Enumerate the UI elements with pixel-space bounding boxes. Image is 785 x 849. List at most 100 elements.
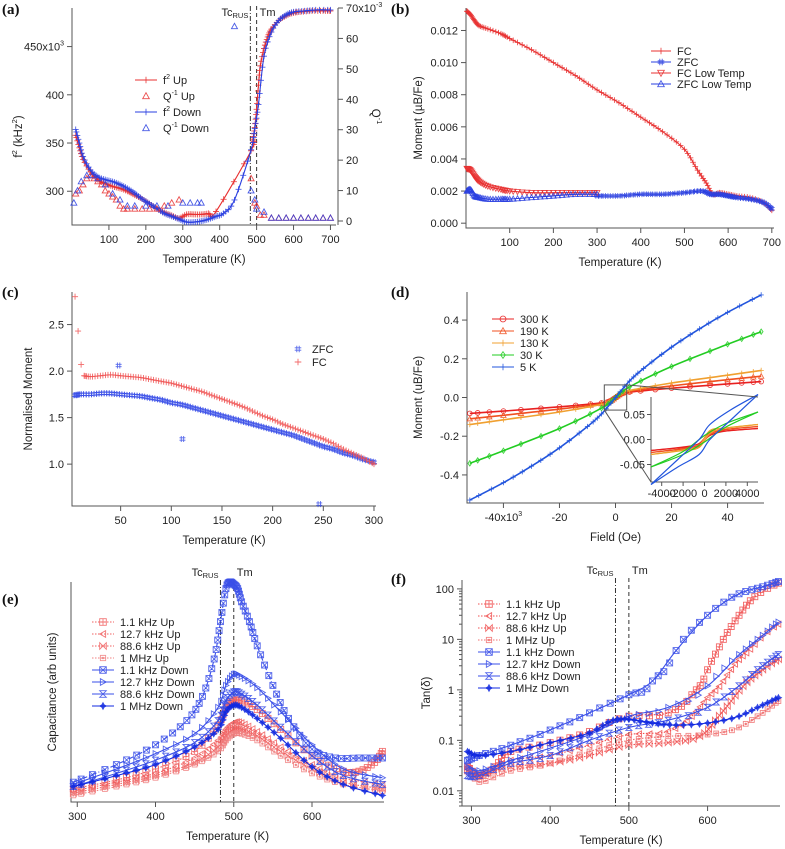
marker-square-shape (202, 684, 210, 692)
legend-marker (485, 636, 493, 644)
marker-square-shape (205, 675, 213, 682)
marker-plus-shape (518, 414, 524, 420)
marker-dot-shape (637, 737, 640, 741)
marker-bowtie-shape (249, 729, 257, 738)
x-tick-label: 300 (68, 811, 86, 823)
marker-hash-shape (685, 189, 692, 196)
legend-label-rest: Down (178, 123, 209, 135)
data-point (721, 664, 729, 672)
marker-hourglass-shape (674, 714, 683, 722)
marker-plus-shape (168, 380, 175, 387)
marker-hash-shape (163, 398, 170, 405)
marker-plus-shape (493, 28, 499, 35)
data-point (258, 718, 267, 727)
marker-hourglass-shape (516, 758, 525, 766)
data-point (655, 191, 662, 198)
marker-star-shape (77, 780, 86, 789)
marker-plus-shape (244, 405, 251, 412)
marker-triangle-shape (729, 657, 736, 665)
data-point (226, 414, 233, 421)
outlier-point (78, 361, 85, 368)
data-point (330, 440, 337, 447)
data-point (706, 320, 712, 326)
marker-hourglass-shape (624, 723, 633, 731)
data-point (330, 768, 340, 776)
marker-bowtie-shape (112, 780, 120, 789)
marker-plus-shape (240, 160, 247, 167)
marker-triangle-shape (245, 676, 253, 685)
data-point (627, 383, 632, 391)
legend-marker (294, 345, 302, 353)
marker-hash-shape (246, 420, 253, 427)
data-point (241, 674, 249, 683)
marker-square-shape (361, 754, 369, 762)
marker-star-shape (630, 716, 639, 724)
marker-dot-shape (174, 770, 178, 773)
marker-plus-shape (300, 428, 307, 435)
data-point (77, 780, 86, 789)
data-point (665, 703, 673, 712)
legend-entry: 88.6 kHz Down (478, 671, 581, 683)
data-point (635, 710, 643, 719)
marker-x-shape (632, 689, 640, 697)
data-point (523, 189, 531, 197)
marker-plus-shape (201, 389, 208, 396)
marker-plus-shape (528, 463, 535, 469)
data-point (221, 396, 228, 403)
data-point (271, 701, 279, 709)
marker-plus-shape (724, 372, 731, 378)
data-point (253, 106, 260, 113)
marker-plus-shape (241, 404, 248, 411)
data-point (339, 780, 348, 789)
marker-hash-shape (196, 406, 203, 413)
data-point (720, 693, 729, 701)
marker-square-shape (660, 668, 668, 676)
marker-triangle-shape (123, 201, 132, 209)
data-point (163, 379, 170, 386)
marker-hash-shape (320, 443, 327, 450)
marker-triangle-shape (252, 201, 261, 209)
marker-plus-shape (603, 92, 609, 98)
data-point (201, 389, 208, 396)
marker-triangle-shape (484, 611, 493, 621)
marker-square-shape (215, 748, 221, 755)
marker-hash-shape (606, 193, 612, 199)
marker-star-shape (546, 738, 555, 747)
marker-triangle-shape (105, 189, 113, 197)
marker-square-shape (183, 717, 191, 725)
marker-triangle-shape (485, 659, 494, 669)
data-point (617, 389, 623, 395)
marker-triangle-shape (193, 198, 202, 206)
data-point (361, 771, 369, 779)
marker-hourglass-shape (237, 690, 246, 698)
data-point (536, 741, 545, 749)
data-point (350, 450, 357, 457)
data-point (141, 763, 150, 772)
marker-plus-shape (203, 390, 210, 397)
marker-triangle-shape (240, 720, 248, 728)
marker-dot-shape (588, 750, 591, 753)
legend-marker (99, 654, 107, 662)
data-point (729, 727, 735, 734)
data-point (736, 650, 743, 659)
data-point (199, 723, 206, 732)
marker-square-shape (625, 691, 633, 699)
marker-triangle-shape (471, 766, 479, 775)
legend-label-rest: Up (170, 75, 187, 87)
y-tick-label: 0.008 (430, 90, 458, 102)
marker-triangle-shape (675, 700, 683, 708)
data-point (679, 721, 688, 729)
marker-dot-shape (509, 769, 513, 772)
data-point (625, 741, 633, 750)
marker-plus-shape (360, 766, 367, 773)
marker-triangle-shape (167, 198, 176, 206)
marker-hash-shape (294, 345, 302, 353)
data-point (571, 190, 579, 197)
data-point (192, 705, 200, 713)
data-point (270, 717, 279, 725)
data-point (325, 444, 332, 451)
data-point (659, 128, 666, 135)
x-tick-label: 400 (541, 815, 559, 827)
data-point (259, 423, 266, 430)
marker-dot-shape (72, 794, 75, 797)
